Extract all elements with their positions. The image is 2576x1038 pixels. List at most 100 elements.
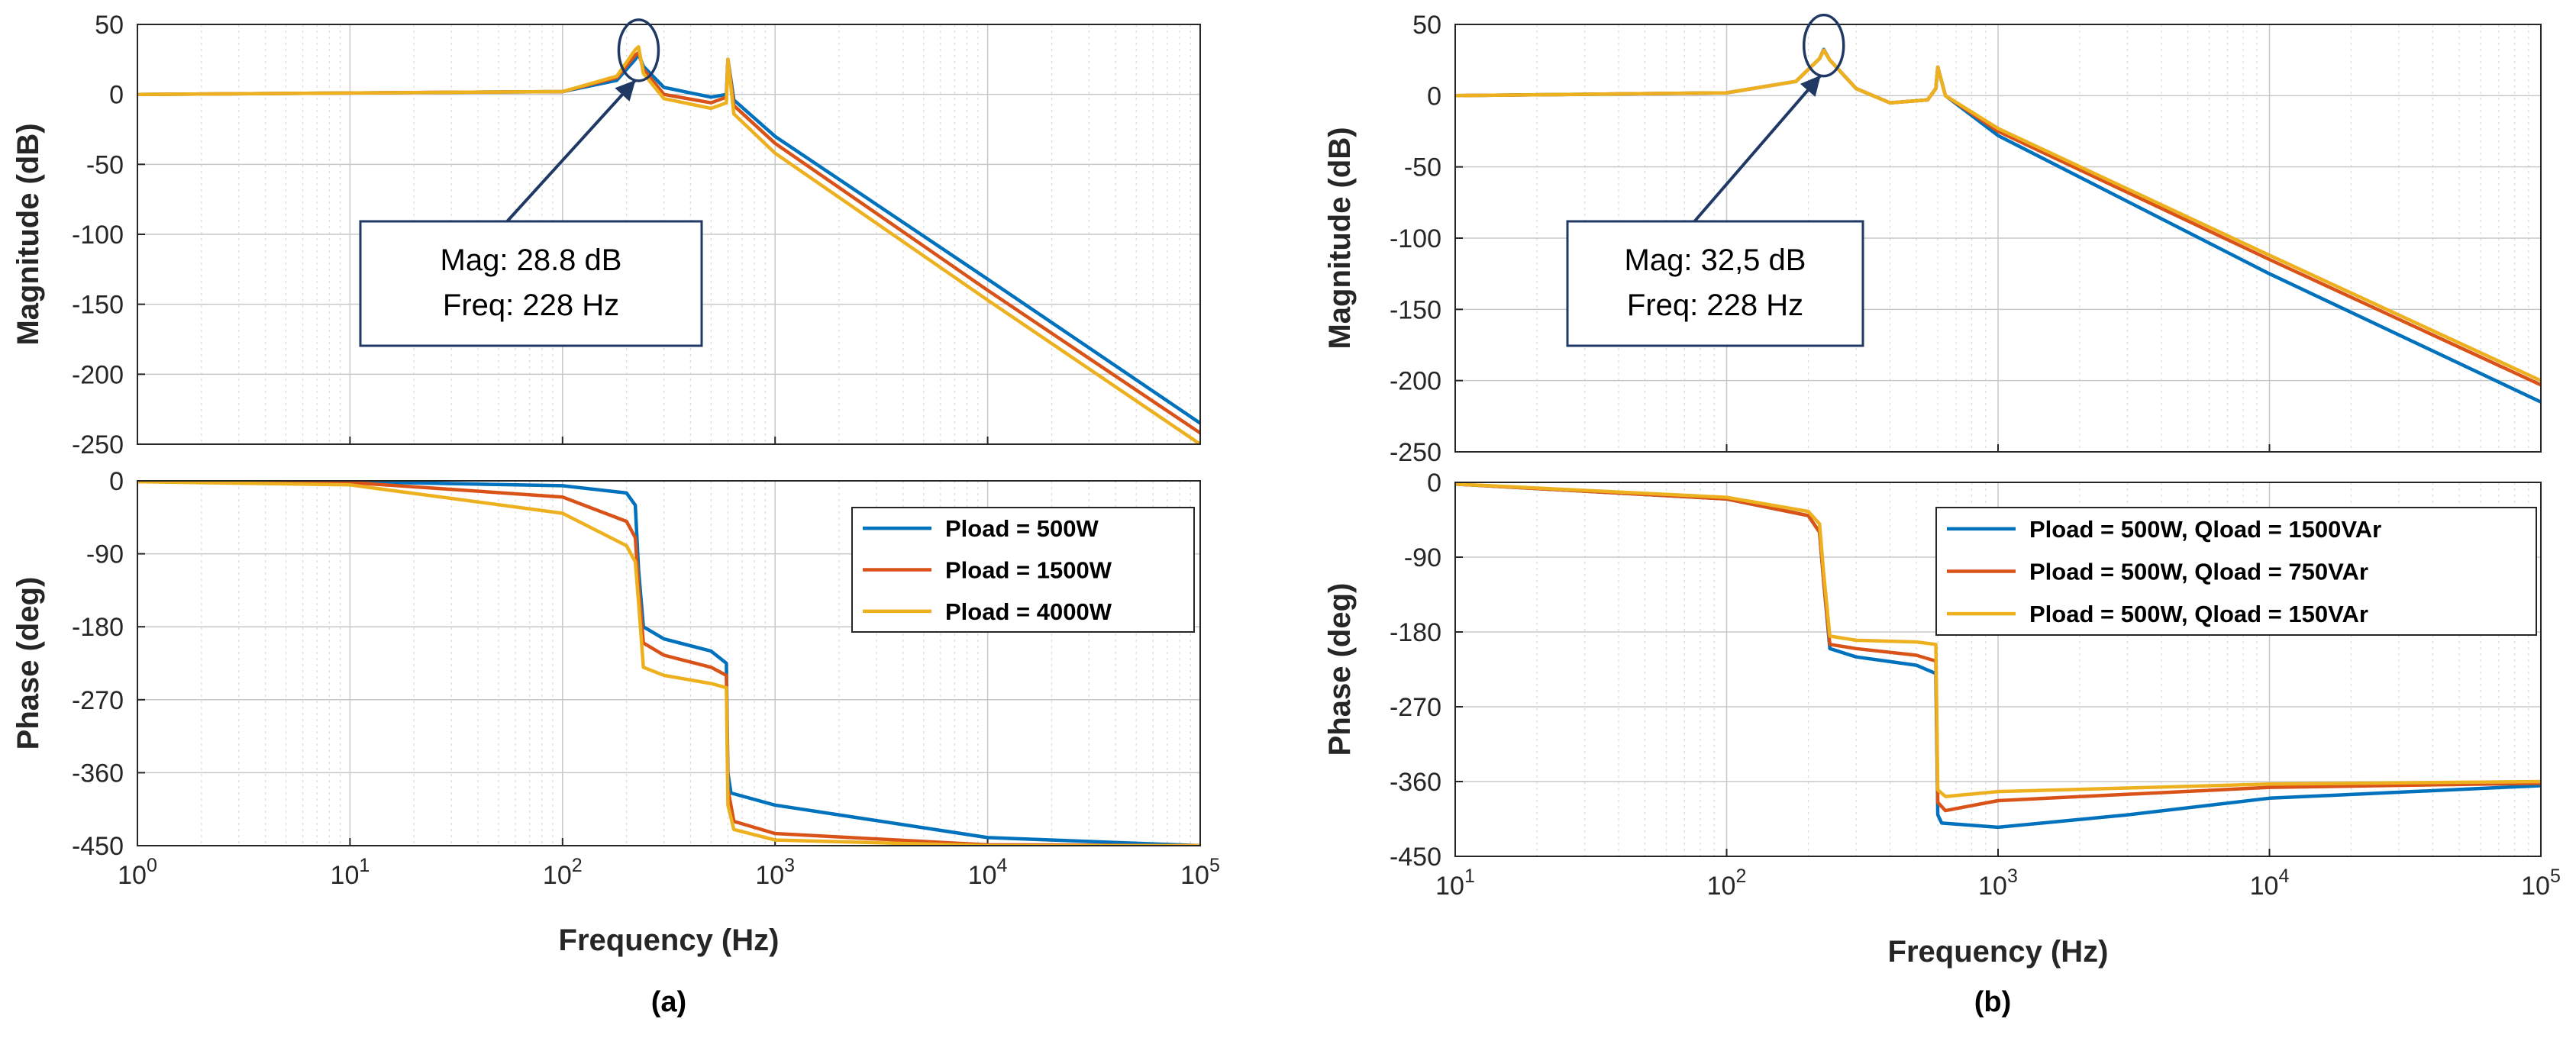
panel-b-panel-label: (b) [1974, 986, 2012, 1018]
x-tick-base: 10 [1435, 872, 1464, 901]
panel-a-phase-series-line-2 [137, 481, 1200, 846]
x-tick-base: 10 [118, 861, 147, 890]
x-tick-label: 102 [543, 855, 583, 890]
panel-a-mag-series-line-3 [137, 45, 1200, 444]
panel-a: 50 0 -50 -100 -150 -200 -250 0 -90 -180 -270 -360 -4… [11, 11, 1220, 1018]
panel-a-phase-y-tick-label: 0 [109, 467, 124, 496]
x-tick-exponent: 2 [572, 855, 583, 876]
panel-b-phase-y-tick-label: 0 [1427, 469, 1441, 498]
x-tick-label: 105 [2521, 866, 2561, 901]
x-tick-exponent: 4 [2278, 866, 2289, 887]
panel-a-phase-y-tick-label: -270 [72, 686, 124, 715]
x-tick-label: 102 [1707, 866, 1747, 901]
panel-a-phase-series-line-1 [137, 481, 1200, 846]
panel-a-mag-y-tick-label: -200 [72, 360, 124, 389]
x-tick-label: 105 [1180, 855, 1220, 890]
panel-a-mag-y-tick-label: -150 [72, 291, 124, 320]
panel-b-legend-label: Pload = 500W, Qload = 1500VAr [2029, 516, 2381, 543]
panel-a-annotation-arrow [505, 79, 637, 223]
panel-b-mag-y-tick-label: 0 [1427, 82, 1441, 111]
panel-b-mag-y-tick-label: -250 [1390, 438, 1441, 467]
x-tick-exponent: 1 [359, 855, 370, 876]
panel-a-annotation-arrowhead [615, 79, 636, 102]
x-tick-exponent: 4 [997, 855, 1008, 876]
panel-a-annotation-magnitude: Mag: 28.8 dB [441, 243, 622, 277]
panel-a-mag-frame [137, 24, 1201, 445]
panel-a-mag-y-tick-label: -100 [72, 221, 124, 250]
panel-b: 500-50-100-150-200-2500-90-180-270-360-4… [1323, 11, 2561, 1018]
x-tick-exponent: 5 [2550, 866, 2561, 887]
x-tick-label: 103 [755, 855, 795, 890]
panel-b-mag-series-group [1455, 47, 2541, 404]
panel-b-phase-y-tick-label: -270 [1390, 693, 1441, 722]
panel-b-annotation-arrowhead [1800, 75, 1821, 97]
panel-b-magnitude-plot: 50 0 -50 -100 -150 -200 -250 [1390, 11, 2542, 467]
x-tick-base: 10 [968, 861, 997, 890]
panel-b-mag-y-tick-label: -100 [1390, 224, 1441, 253]
panel-a-legend-label: Pload = 1500W [945, 557, 1112, 584]
panel-a-mag-series-line-1 [137, 52, 1200, 425]
x-tick-label: 101 [331, 855, 370, 890]
panel-b-legend-label: Pload = 500W, Qload = 750VAr [2029, 559, 2368, 585]
x-tick-base: 10 [1180, 861, 1209, 890]
panel-a-mag-y-tick-label: 50 [95, 11, 124, 40]
x-tick-exponent: 5 [1209, 855, 1220, 876]
panel-b-phase-series-line-3 [1455, 482, 2541, 798]
panel-a-annotation-frequency: Freq: 228 Hz [443, 289, 619, 322]
panel-b-annotation-magnitude: Mag: 32,5 dB [1625, 243, 1806, 277]
panel-a-legend-label: Pload = 4000W [945, 598, 1112, 625]
panel-b-mag-y-tick-label: 50 [1412, 11, 1441, 40]
panel-a-phase-series-group [137, 481, 1200, 846]
panel-a-mag-y-tick-label: -250 [72, 430, 124, 459]
panel-b-legend-box [1935, 507, 2537, 636]
panel-a-phase-series-line-3 [137, 481, 1200, 846]
panel-a-phase-y-tick-label: -450 [72, 832, 124, 861]
x-tick-base: 10 [331, 861, 360, 890]
x-tick-base: 10 [1978, 872, 2007, 901]
panel-b-phase-series-group [1455, 482, 2541, 830]
panel-a-panel-label: (a) [651, 986, 686, 1018]
panel-a-peak-highlight [617, 18, 660, 82]
panel-b-legend-label: Pload = 500W, Qload = 150VAr [2029, 601, 2368, 627]
x-tick-label: 103 [1978, 866, 2018, 901]
x-tick-label: 104 [2250, 866, 2290, 901]
panel-b-mag-y-tick-label: -200 [1390, 367, 1441, 396]
x-tick-label: 104 [968, 855, 1008, 890]
x-tick-exponent: 3 [2007, 866, 2018, 887]
panel-b-phase-series-line-2 [1455, 482, 2541, 813]
x-tick-exponent: 3 [784, 855, 795, 876]
x-tick-exponent: 0 [147, 855, 157, 876]
panel-b-mag-y-tick-label: -50 [1404, 153, 1441, 182]
x-tick-label: 100 [118, 855, 157, 890]
panel-b-phase-y-tick-label: -360 [1390, 768, 1441, 797]
panel-a-mag-y-tick-label: -50 [86, 150, 124, 179]
x-tick-base: 10 [543, 861, 572, 890]
panel-b-mag-y-tick-label: -150 [1390, 295, 1441, 324]
panel-b-mag-series-line-3 [1455, 48, 2541, 382]
x-tick-base: 10 [1707, 872, 1736, 901]
panel-b-mag-frame [1454, 24, 2542, 453]
x-tick-base: 10 [2521, 872, 2550, 901]
panel-a-phase-y-tick-label: -180 [72, 613, 124, 642]
panel-a-phase-y-tick-label: -360 [72, 759, 124, 788]
x-tick-base: 10 [2250, 872, 2279, 901]
panel-b-phase-ylabel: Phase (deg) [1323, 583, 1357, 756]
panel-b-xlabel: Frequency (Hz) [1888, 935, 2109, 969]
panel-a-xlabel: Frequency (Hz) [559, 924, 780, 957]
panel-a-annotation-box [359, 220, 703, 347]
x-tick-label: 101 [1435, 866, 1475, 901]
x-tick-exponent: 2 [1735, 866, 1746, 887]
panel-a-phase-y-tick-label: -90 [86, 540, 124, 569]
panel-b-phase-y-tick-label: -180 [1390, 618, 1441, 647]
panel-b-phase-y-tick-label: -450 [1390, 843, 1441, 872]
panel-b-phase-frame [1454, 482, 2542, 857]
panel-b-magnitude-ylabel: Magnitude (dB) [1323, 127, 1357, 349]
panel-a-magnitude-ylabel: Magnitude (dB) [11, 123, 45, 345]
panel-b-peak-highlight [1802, 13, 1845, 78]
x-tick-base: 10 [755, 861, 784, 890]
panel-b-annotation-arrow [1693, 74, 1822, 223]
panel-b-phase-y-tick-label: -90 [1404, 543, 1441, 572]
